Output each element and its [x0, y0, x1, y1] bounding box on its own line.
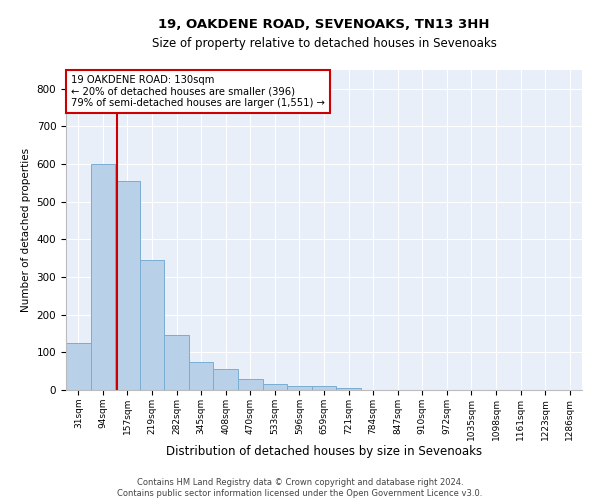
Bar: [91, 164, 115, 390]
Bar: [214, 370, 238, 390]
Bar: [238, 378, 263, 390]
Bar: [287, 386, 312, 390]
Y-axis label: Number of detached properties: Number of detached properties: [21, 148, 31, 312]
Bar: [336, 388, 361, 390]
Bar: [66, 343, 91, 390]
Bar: [312, 386, 336, 390]
Text: Contains HM Land Registry data © Crown copyright and database right 2024.
Contai: Contains HM Land Registry data © Crown c…: [118, 478, 482, 498]
Bar: [140, 260, 164, 390]
Bar: [263, 384, 287, 390]
Text: Size of property relative to detached houses in Sevenoaks: Size of property relative to detached ho…: [152, 38, 496, 51]
Bar: [189, 362, 214, 390]
Text: 19, OAKDENE ROAD, SEVENOAKS, TN13 3HH: 19, OAKDENE ROAD, SEVENOAKS, TN13 3HH: [158, 18, 490, 30]
Text: 19 OAKDENE ROAD: 130sqm
← 20% of detached houses are smaller (396)
79% of semi-d: 19 OAKDENE ROAD: 130sqm ← 20% of detache…: [71, 75, 325, 108]
Bar: [115, 181, 140, 390]
X-axis label: Distribution of detached houses by size in Sevenoaks: Distribution of detached houses by size …: [166, 446, 482, 458]
Bar: [164, 336, 189, 390]
